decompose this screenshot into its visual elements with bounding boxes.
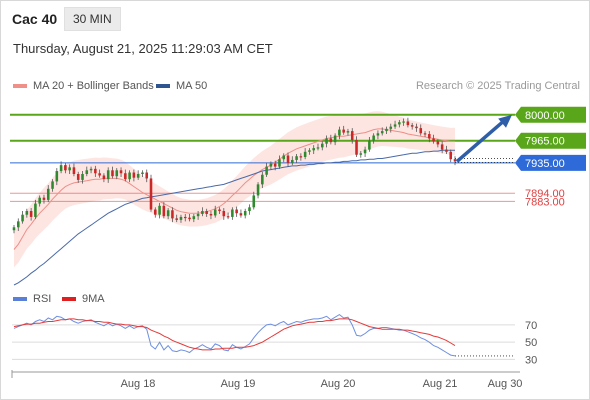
rsi-swatch	[13, 297, 27, 301]
timeframe-badge[interactable]: 30 MIN	[64, 7, 121, 31]
ma20-swatch	[13, 84, 27, 88]
ma9-swatch	[62, 297, 76, 301]
instrument-title: Cac 40	[12, 11, 58, 27]
datetime-label: Thursday, August 21, 2025 11:29:03 AM CE…	[13, 41, 273, 56]
legend-ma50: MA 50	[156, 80, 207, 92]
legend-rsi-label: RSI	[33, 293, 52, 305]
legend-9ma: 9MA	[62, 293, 105, 305]
legend-rsi: RSI	[13, 293, 51, 305]
legend-ma20: MA 20 + Bollinger Bands	[13, 80, 154, 92]
legend-ma50-label: MA 50	[176, 80, 208, 92]
ma50-swatch	[156, 84, 170, 88]
legend-ma20-label: MA 20 + Bollinger Bands	[33, 80, 154, 92]
research-credit: Research © 2025 Trading Central	[415, 80, 580, 92]
legend-9ma-label: 9MA	[82, 293, 105, 305]
